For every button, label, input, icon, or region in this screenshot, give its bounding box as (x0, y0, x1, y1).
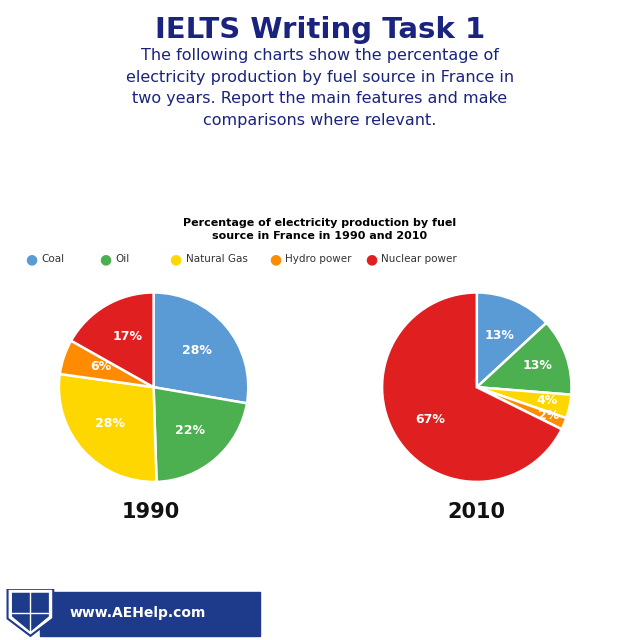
Text: 28%: 28% (95, 417, 125, 430)
Text: 67%: 67% (415, 413, 445, 426)
Text: The following charts show the percentage of
electricity production by fuel sourc: The following charts show the percentage… (126, 48, 514, 128)
Text: 17%: 17% (113, 330, 143, 343)
Text: IELTS Writing Task 1: IELTS Writing Task 1 (155, 16, 485, 44)
Wedge shape (477, 323, 572, 395)
Text: Coal: Coal (42, 254, 65, 264)
Text: Hydro power: Hydro power (285, 254, 351, 264)
Wedge shape (71, 292, 154, 387)
Text: 2010: 2010 (448, 502, 506, 522)
Text: 22%: 22% (175, 424, 205, 438)
Wedge shape (154, 292, 248, 403)
Text: 6%: 6% (90, 360, 111, 372)
Text: www.AEHelp.com: www.AEHelp.com (70, 606, 206, 620)
Text: 28%: 28% (182, 344, 212, 358)
Wedge shape (477, 387, 572, 418)
Wedge shape (60, 340, 154, 387)
Text: Nuclear power: Nuclear power (381, 254, 456, 264)
Wedge shape (477, 292, 547, 387)
Text: 1990: 1990 (121, 502, 180, 522)
Text: ●: ● (26, 252, 38, 266)
Bar (40, 592, 260, 636)
Wedge shape (59, 374, 157, 482)
Text: Oil: Oil (115, 254, 129, 264)
Text: ●: ● (99, 252, 111, 266)
Wedge shape (382, 292, 562, 482)
Wedge shape (154, 387, 247, 482)
Text: Percentage of electricity production by fuel
source in France in 1990 and 2010: Percentage of electricity production by … (184, 218, 456, 241)
Text: 4%: 4% (536, 394, 557, 407)
Text: Natural Gas: Natural Gas (186, 254, 248, 264)
Text: ●: ● (170, 252, 182, 266)
Text: 2%: 2% (538, 410, 559, 422)
Polygon shape (8, 589, 53, 636)
Text: ●: ● (269, 252, 281, 266)
Text: 13%: 13% (484, 328, 515, 342)
Text: ●: ● (365, 252, 377, 266)
Wedge shape (477, 387, 566, 429)
Polygon shape (12, 592, 49, 632)
Text: 13%: 13% (522, 359, 552, 372)
